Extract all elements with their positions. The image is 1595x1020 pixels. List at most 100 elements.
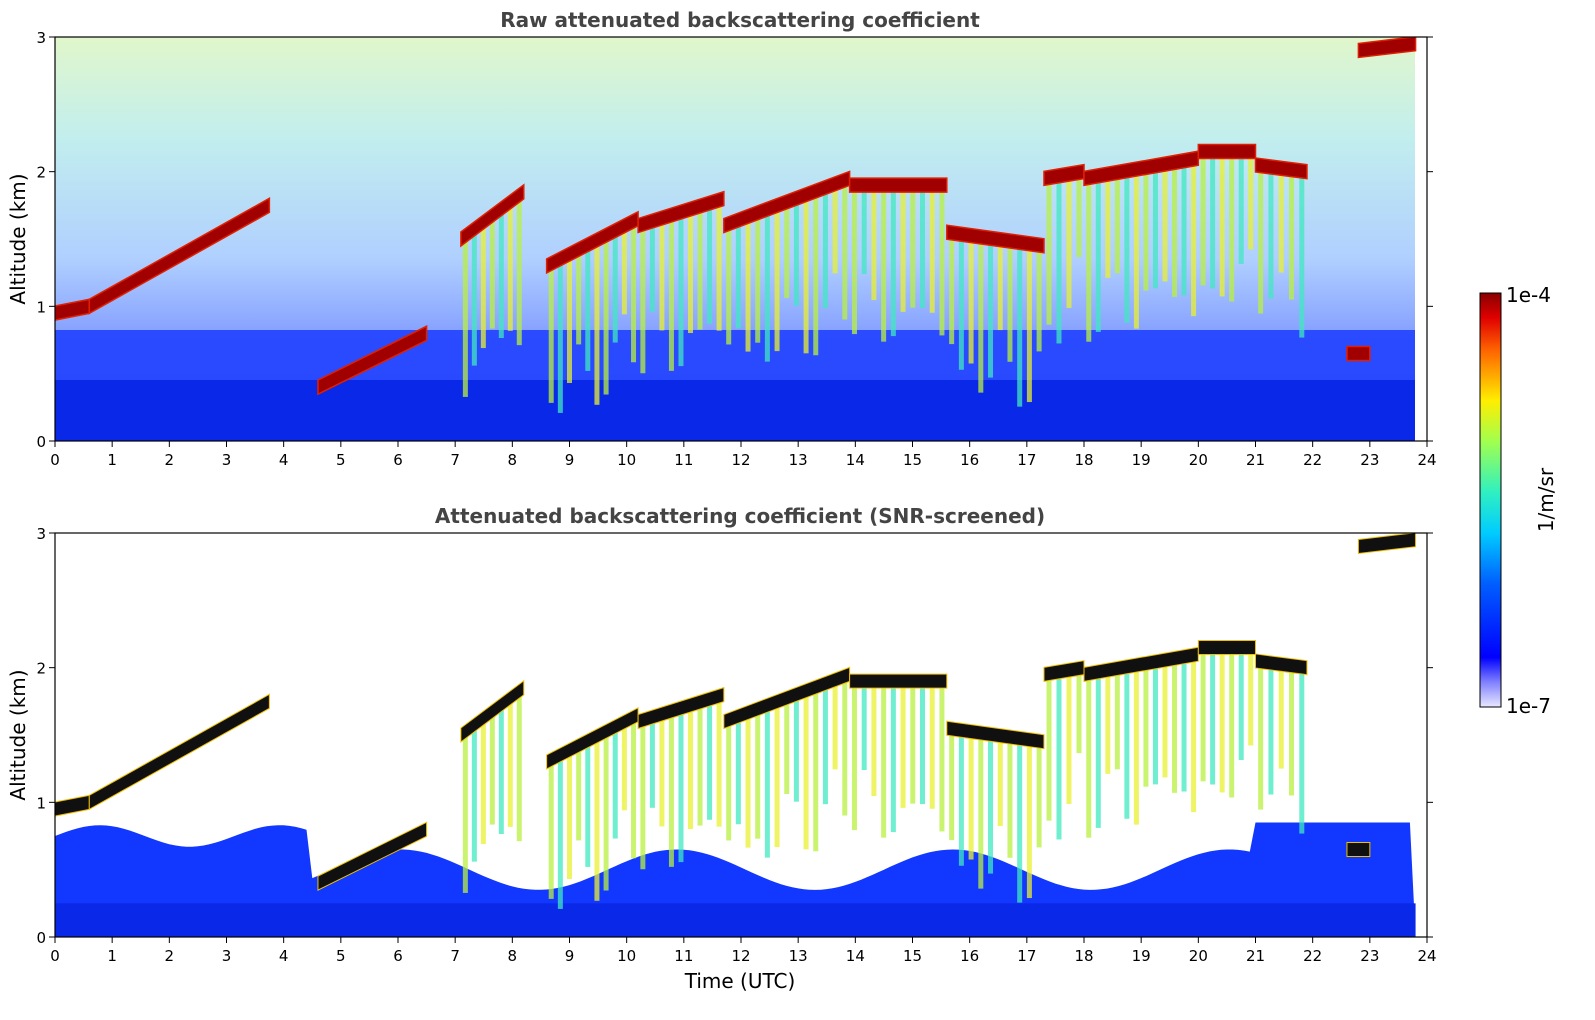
precip-streak	[1105, 174, 1111, 278]
precip-streak	[745, 712, 751, 848]
precip-streak	[716, 696, 722, 827]
precip-streak	[1191, 655, 1197, 813]
raw-x-tick-label: 2	[165, 451, 175, 469]
precip-streak	[881, 185, 887, 342]
cloud-layer	[1346, 841, 1371, 857]
snr-y-axis: 0 1 2 3	[36, 525, 1433, 947]
precip-streak	[1114, 668, 1120, 770]
precip-streak	[1248, 647, 1254, 746]
snr-x-tick-label: 9	[565, 947, 575, 965]
cloud-layer	[637, 190, 725, 234]
snr-backscatter-panel: Attenuated backscattering coefficient (S…	[6, 504, 1437, 993]
precip-streak	[594, 240, 600, 405]
raw-x-tick-label: 5	[336, 451, 346, 469]
snr-x-tick-label: 12	[731, 947, 750, 965]
precip-streak	[1268, 662, 1274, 795]
raw-x-tick-label: 6	[393, 451, 403, 469]
precip-streak	[851, 185, 857, 335]
snr-x-tick-label: 23	[1360, 947, 1379, 965]
snr-x-tick-label: 3	[222, 947, 232, 965]
precip-streak	[631, 717, 637, 859]
precip-streak	[1114, 172, 1120, 274]
precip-streak	[678, 708, 684, 863]
precip-streak	[1086, 177, 1092, 342]
cloud-layer	[460, 679, 525, 743]
raw-y-axis-label: Altitude (km)	[6, 173, 30, 304]
precip-streak	[774, 205, 780, 352]
raw-x-tick-label: 4	[279, 451, 289, 469]
precip-streak	[659, 714, 665, 827]
precip-streak	[1299, 666, 1305, 834]
cloud-layer	[317, 325, 428, 396]
precip-streak	[1268, 166, 1274, 299]
precip-streak	[803, 194, 809, 354]
precip-streak	[851, 681, 857, 831]
precip-streak	[640, 224, 646, 374]
cloud-layer	[317, 821, 428, 891]
cloud-layer	[1346, 345, 1371, 362]
precip-streak	[1124, 666, 1130, 819]
precip-streak	[813, 687, 819, 852]
precip-streak	[1133, 665, 1139, 825]
precip-streak	[1172, 658, 1178, 793]
raw-x-tick-label: 0	[50, 451, 60, 469]
precip-streak	[1105, 670, 1111, 774]
precip-streak	[1143, 663, 1149, 787]
cloud-layer	[88, 197, 271, 315]
raw-y-tick-label: 1	[36, 298, 46, 316]
precip-streak	[489, 711, 495, 825]
precip-streak	[1162, 164, 1168, 282]
cloud-layer	[88, 693, 270, 811]
raw-x-tick-label: 20	[1189, 451, 1208, 469]
colorbar-gradient	[1479, 292, 1502, 708]
precip-streak	[688, 209, 694, 334]
raw-x-tick-label: 11	[674, 451, 693, 469]
snr-x-tick-label: 24	[1417, 947, 1436, 965]
precip-streak	[707, 699, 713, 820]
raw-x-tick-label: 3	[222, 451, 232, 469]
cloud-layer	[946, 224, 1045, 254]
precip-streak	[585, 740, 591, 867]
precip-streak	[978, 236, 984, 393]
precip-streak	[659, 218, 665, 331]
precip-streak	[480, 222, 486, 349]
precip-streak	[1133, 169, 1139, 329]
precip-streak	[621, 721, 627, 811]
cloud-layer	[1254, 157, 1308, 180]
precip-streak	[640, 720, 646, 870]
precip-streak	[1046, 177, 1052, 325]
precip-streak	[929, 185, 935, 313]
snr-x-tick-label: 20	[1189, 947, 1208, 965]
precip-streak	[557, 258, 563, 413]
near-surface-signal	[55, 903, 1416, 937]
precip-streak	[631, 221, 637, 363]
precip-streak	[516, 195, 522, 346]
precip-streak	[920, 681, 926, 805]
snr-x-tick-label: 16	[960, 947, 979, 965]
precip-streak	[735, 220, 741, 329]
precip-streak	[881, 681, 887, 838]
precip-streak	[498, 704, 504, 835]
precip-streak	[978, 732, 984, 889]
precip-streak	[507, 201, 513, 331]
precip-streak	[612, 230, 618, 343]
snr-x-tick-label: 17	[1017, 947, 1036, 965]
precip-streak	[1191, 159, 1197, 317]
snr-panel-title: Attenuated backscattering coefficient (S…	[435, 504, 1045, 528]
precip-streak	[1095, 671, 1101, 828]
raw-x-tick-label: 15	[903, 451, 922, 469]
precip-streak	[861, 185, 867, 275]
raw-x-tick-label: 16	[960, 451, 979, 469]
cloud-layer	[1255, 653, 1308, 676]
precip-streak	[716, 200, 722, 331]
precip-streak	[726, 223, 732, 345]
precip-streak	[1162, 660, 1168, 778]
snr-y-tick-label: 3	[36, 525, 46, 543]
precip-streak	[764, 209, 770, 362]
snr-x-tick-label: 2	[165, 947, 175, 965]
precip-streak	[707, 203, 713, 324]
precip-streak	[1289, 665, 1295, 796]
precip-streak	[949, 232, 955, 345]
raw-y-tick-label: 0	[36, 433, 46, 451]
